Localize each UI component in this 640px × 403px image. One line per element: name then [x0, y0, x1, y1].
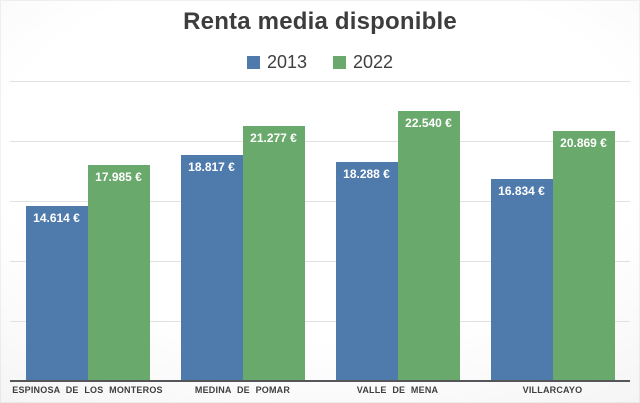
bar-group: 18.288 € 22.540 €: [320, 81, 475, 381]
chart-legend: 2013 2022: [0, 52, 640, 73]
bar-group: 14.614 € 17.985 €: [10, 81, 165, 381]
2022-bar: 21.277 €: [242, 125, 305, 381]
bar-value-label: 18.817 €: [188, 160, 235, 175]
legend-item-2013: 2013: [246, 52, 307, 73]
gridline: [10, 201, 630, 202]
legend-swatch-2022-icon: [333, 56, 346, 69]
category-label: VALLE DE MENA: [356, 385, 439, 395]
2022-bar: 20.869 €: [552, 130, 615, 381]
2022-bar: 22.540 €: [397, 110, 460, 381]
bar-group: 16.834 € 20.869 €: [475, 81, 630, 381]
chart-title: Renta media disponible: [183, 8, 457, 35]
2013-bar: 14.614 €: [25, 205, 88, 381]
category-axis: ESPINOSA DE LOS MONTEROS MEDINA DE POMAR V…: [10, 385, 630, 399]
gridline: [10, 141, 630, 142]
legend-swatch-2013-icon: [246, 56, 260, 69]
legend-label-2013: 2013: [266, 52, 307, 72]
gridline: [10, 321, 630, 322]
bar-group: 18.817 € 21.277 €: [165, 81, 320, 381]
legend-label-2022: 2022: [353, 52, 394, 72]
bar-value-label: 18.288 €: [343, 166, 390, 181]
gridline: [10, 81, 630, 82]
2013-bar: 18.817 €: [180, 155, 243, 381]
2013-bar: 18.288 €: [335, 161, 398, 381]
bar-value-label: 22.540 €: [405, 115, 452, 130]
2022-bar: 17.985 €: [87, 165, 150, 381]
bar-value-label: 21.277 €: [250, 130, 297, 145]
bar-value-label: 20.869 €: [560, 135, 607, 150]
plot-area: 14.614 € 17.985 € 18.817 € 21.277 € 18.288 €…: [10, 81, 630, 382]
gridline: [10, 261, 630, 262]
2013-bar: 16.834 €: [490, 179, 553, 381]
bar-value-label: 14.614 €: [33, 210, 80, 225]
x-axis-line: [10, 380, 630, 382]
legend-item-2022: 2022: [333, 52, 393, 73]
category-label: VILLARCAYO: [522, 385, 583, 395]
category-label: ESPINOSA DE LOS MONTEROS: [12, 385, 163, 395]
bar-value-label: 17.985 €: [95, 170, 142, 185]
bar-value-label: 16.834 €: [498, 184, 545, 198]
category-label: MEDINA DE POMAR: [194, 385, 291, 395]
